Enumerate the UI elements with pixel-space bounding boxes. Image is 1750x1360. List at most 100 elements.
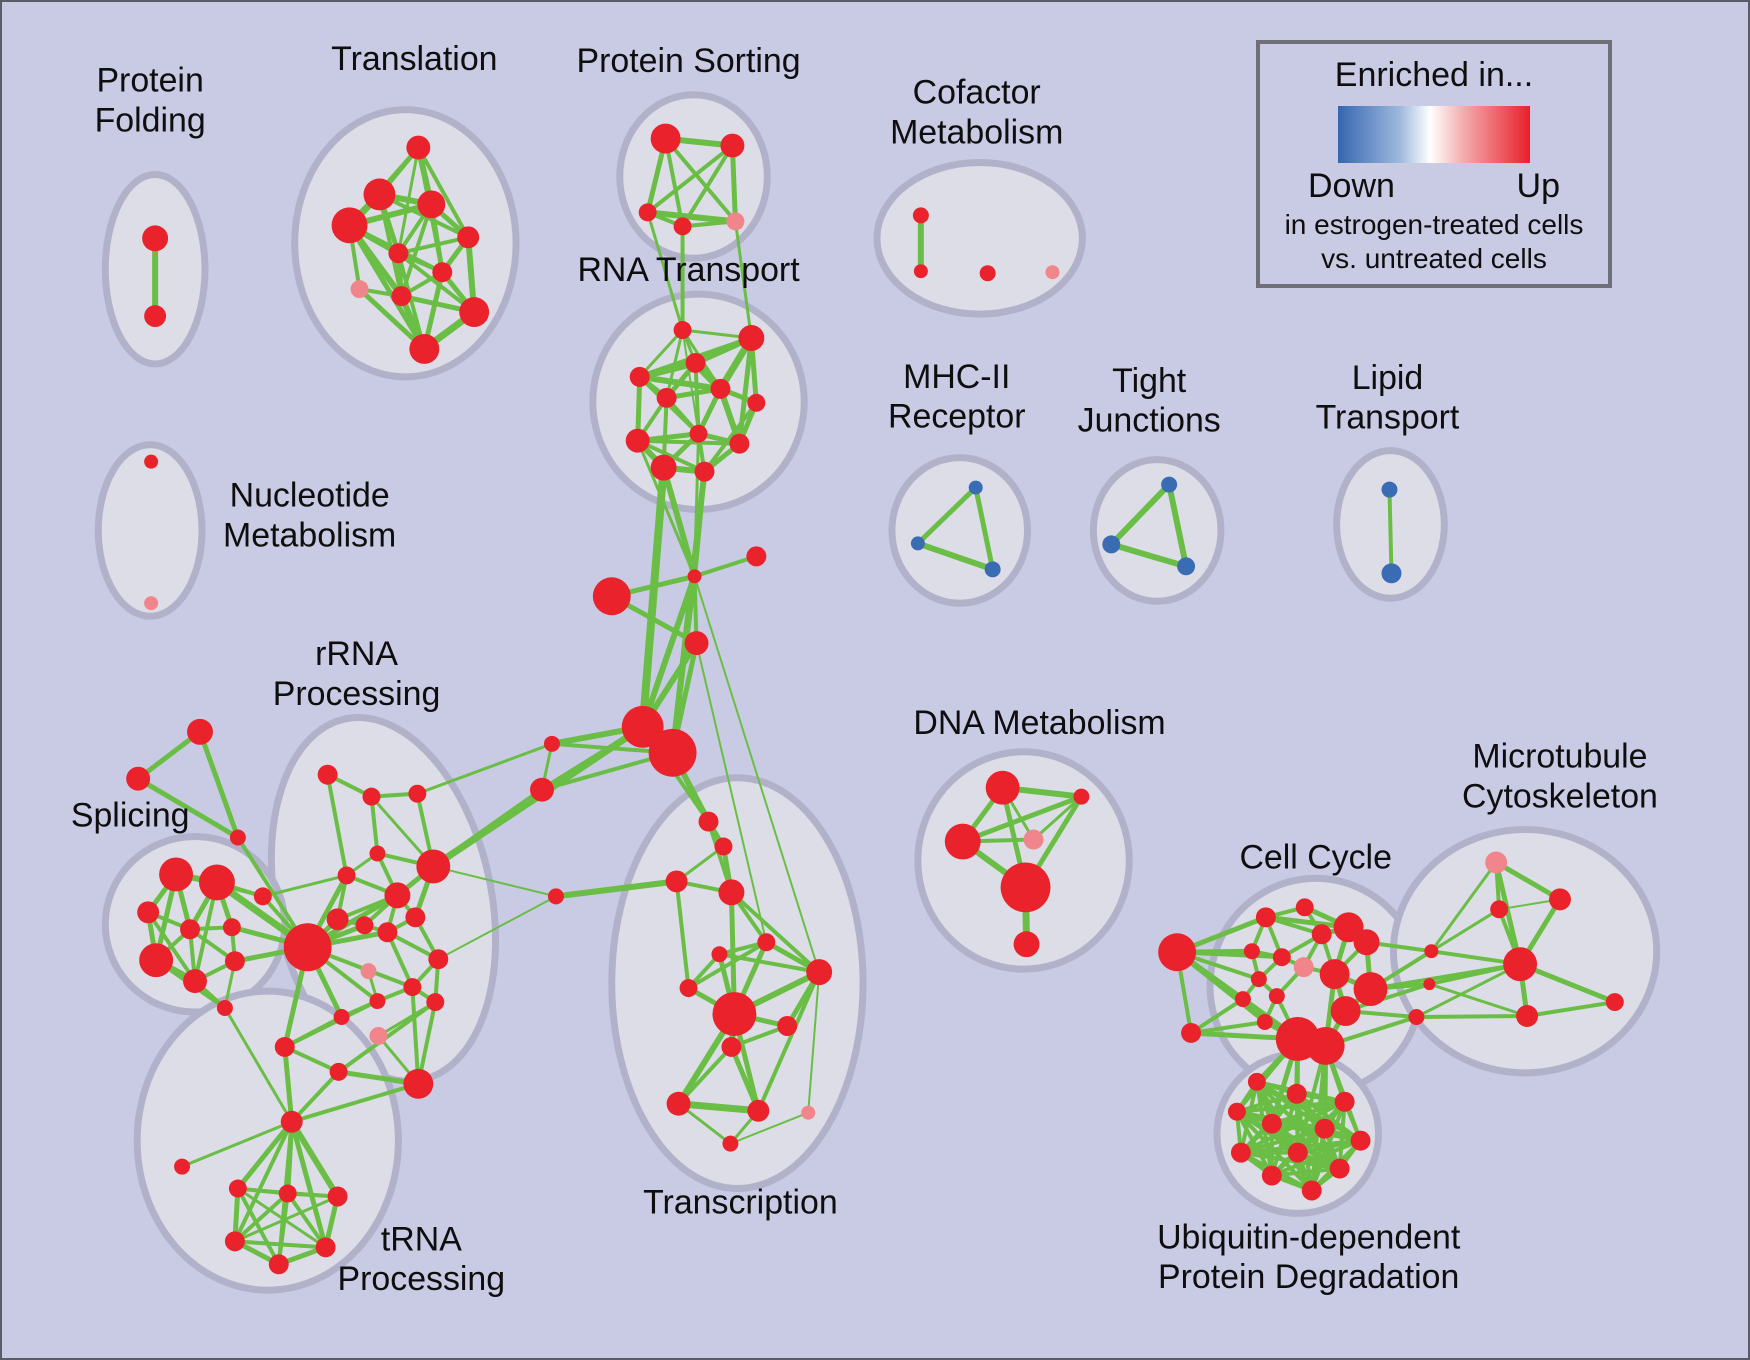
node-mt4[interactable] <box>1503 947 1538 982</box>
node-tr13[interactable] <box>747 1099 770 1122</box>
node-h1[interactable] <box>621 705 664 748</box>
node-rt5[interactable] <box>656 387 677 408</box>
node-cc8[interactable] <box>1293 957 1314 978</box>
node-r9[interactable] <box>326 908 349 931</box>
node-mt6[interactable] <box>1605 993 1624 1012</box>
node-x2[interactable] <box>1423 978 1436 991</box>
node-c5[interactable] <box>543 735 560 752</box>
node-cc9[interactable] <box>1319 959 1350 990</box>
node-cc0[interactable] <box>1158 933 1197 972</box>
node-cc11[interactable] <box>1250 971 1267 988</box>
node-rt7[interactable] <box>747 393 766 412</box>
node-m2[interactable] <box>910 536 925 551</box>
node-c2[interactable] <box>746 546 767 567</box>
node-cc10[interactable] <box>1353 972 1388 1007</box>
node-r13[interactable] <box>283 923 332 972</box>
node-tn6[interactable] <box>268 1254 289 1275</box>
node-tr10[interactable] <box>777 1016 798 1036</box>
node-sp1[interactable] <box>159 857 194 892</box>
node-sp8[interactable] <box>224 951 245 972</box>
node-sa[interactable] <box>187 718 213 745</box>
node-nm2[interactable] <box>144 596 159 611</box>
node-d2[interactable] <box>1073 788 1090 805</box>
node-u5[interactable] <box>1261 1113 1282 1134</box>
node-rt9[interactable] <box>625 428 650 453</box>
node-cm3[interactable] <box>979 265 996 282</box>
node-r12[interactable] <box>377 922 398 943</box>
node-rt10[interactable] <box>729 433 750 454</box>
node-ps1[interactable] <box>650 123 681 154</box>
node-mt3[interactable] <box>1490 900 1509 919</box>
node-r4[interactable] <box>229 829 246 846</box>
node-r17[interactable] <box>426 993 445 1012</box>
node-u12[interactable] <box>1301 1180 1322 1201</box>
node-lp2[interactable] <box>1381 563 1402 584</box>
node-sp3[interactable] <box>137 901 160 924</box>
node-lp1[interactable] <box>1381 481 1398 498</box>
node-tr15[interactable] <box>722 1135 739 1152</box>
node-sp5[interactable] <box>222 918 241 937</box>
node-sp2[interactable] <box>198 864 235 901</box>
node-tr6[interactable] <box>711 946 728 963</box>
node-tr2[interactable] <box>714 837 733 856</box>
node-rt8[interactable] <box>689 424 708 443</box>
node-rt12[interactable] <box>694 461 715 482</box>
node-cc2[interactable] <box>1295 898 1314 917</box>
node-u6[interactable] <box>1314 1118 1335 1139</box>
node-u8[interactable] <box>1230 1142 1251 1163</box>
node-nm1[interactable] <box>144 454 159 469</box>
node-d5[interactable] <box>1000 862 1051 913</box>
node-tr11[interactable] <box>721 1036 742 1057</box>
node-t6[interactable] <box>388 243 409 264</box>
node-r11[interactable] <box>405 907 426 928</box>
node-tr5[interactable] <box>757 933 776 952</box>
node-r14[interactable] <box>428 949 449 970</box>
node-cc3[interactable] <box>1311 924 1332 945</box>
node-tr7[interactable] <box>806 959 833 986</box>
node-c1[interactable] <box>687 569 702 584</box>
node-t1[interactable] <box>406 135 431 160</box>
node-ps3[interactable] <box>638 203 657 222</box>
node-r19[interactable] <box>333 1009 350 1025</box>
node-u10[interactable] <box>1329 1158 1350 1179</box>
node-cc5[interactable] <box>1353 929 1380 956</box>
node-d6[interactable] <box>1013 931 1040 958</box>
node-u11[interactable] <box>1261 1165 1282 1186</box>
node-t8[interactable] <box>350 280 369 299</box>
node-m3[interactable] <box>984 561 1001 578</box>
node-mt2[interactable] <box>1549 888 1571 911</box>
node-ps2[interactable] <box>720 133 745 158</box>
node-cc14[interactable] <box>1256 1014 1273 1030</box>
node-tj2[interactable] <box>1102 535 1121 554</box>
node-u9[interactable] <box>1287 1142 1308 1163</box>
node-c7[interactable] <box>547 888 564 905</box>
node-d3[interactable] <box>944 823 981 860</box>
node-r21[interactable] <box>329 1062 348 1081</box>
node-r5[interactable] <box>369 845 386 862</box>
node-tr12[interactable] <box>666 1091 691 1116</box>
node-c3[interactable] <box>592 577 631 616</box>
node-t10[interactable] <box>459 297 490 328</box>
node-t7[interactable] <box>432 262 453 283</box>
node-tn1[interactable] <box>228 1179 247 1198</box>
node-r22[interactable] <box>369 1026 388 1045</box>
node-rt3[interactable] <box>685 352 706 373</box>
node-ps4[interactable] <box>673 217 692 236</box>
node-t11[interactable] <box>409 334 440 364</box>
node-c4[interactable] <box>684 631 709 656</box>
node-r8[interactable] <box>384 882 411 909</box>
node-sp10[interactable] <box>253 887 272 906</box>
node-h4[interactable] <box>1306 1026 1345 1065</box>
node-t9[interactable] <box>391 286 412 307</box>
node-tr3[interactable] <box>665 870 688 893</box>
node-r23[interactable] <box>403 1068 434 1099</box>
node-cm1[interactable] <box>912 207 929 224</box>
node-tr4[interactable] <box>718 879 745 906</box>
node-tn5[interactable] <box>315 1237 336 1258</box>
node-r18[interactable] <box>369 993 386 1010</box>
node-c6[interactable] <box>530 777 554 802</box>
node-d1[interactable] <box>985 770 1020 805</box>
node-r20[interactable] <box>274 1036 295 1057</box>
node-tr14[interactable] <box>801 1105 816 1120</box>
node-u4[interactable] <box>1227 1102 1246 1121</box>
